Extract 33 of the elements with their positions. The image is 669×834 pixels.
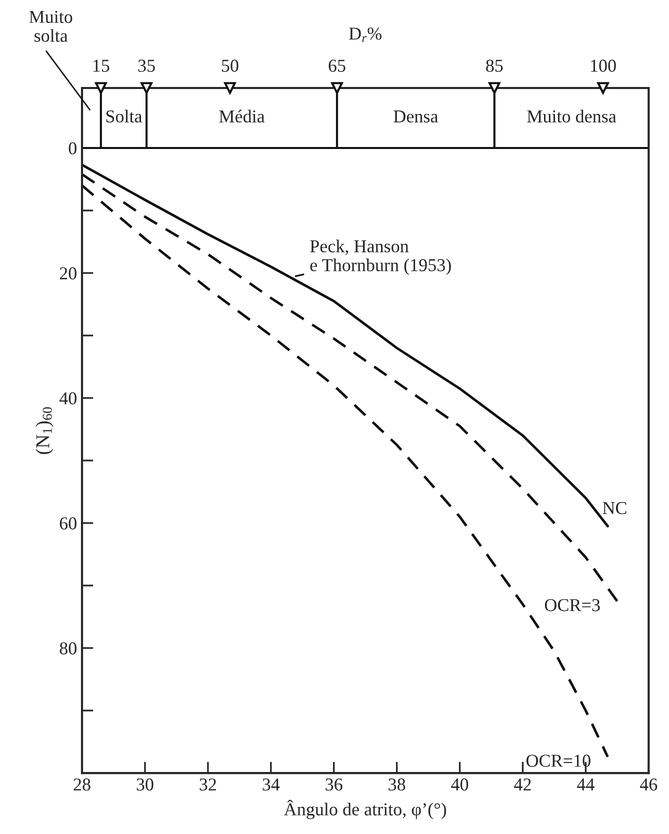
x-tick-label: 28 xyxy=(74,778,90,791)
x-tick-label: 42 xyxy=(514,778,531,790)
x-tick-label: 34 xyxy=(262,778,280,791)
series-label: OCR=3 xyxy=(544,599,600,612)
annotation: Muito densa xyxy=(527,110,616,123)
x-tick-label: 46 xyxy=(640,778,658,791)
text: Muito solta xyxy=(29,10,72,42)
y-tick-label: 0 xyxy=(68,142,76,154)
x-tick-label: 44 xyxy=(577,778,594,790)
annotation: 35 xyxy=(138,60,155,72)
x-tick-label: 36 xyxy=(326,778,342,791)
x-axis-title: Ângulo de atrito, φ’(°) xyxy=(284,800,446,820)
text: D$_{r}$% xyxy=(349,28,382,42)
series-label: NC xyxy=(602,502,626,514)
x-tick-label: 32 xyxy=(200,778,216,791)
x-tick-label: 38 xyxy=(388,778,406,791)
annotation: 85 xyxy=(486,60,503,72)
y-tick-label: 60 xyxy=(60,517,76,530)
annotation: Peck, Hanson e Thornburn (1953) xyxy=(310,240,451,275)
y-tick-label: 40 xyxy=(59,392,76,404)
y-axis-title: (N$_{1}$)$_{60}$ xyxy=(36,407,54,454)
annotation: 65 xyxy=(328,60,346,72)
x-tick-label: 40 xyxy=(451,778,468,791)
annotation: Média xyxy=(219,110,265,123)
y-tick-label: 20 xyxy=(60,267,76,280)
x-tick-label: 30 xyxy=(136,778,154,791)
annotation: 50 xyxy=(222,60,238,72)
series-label: OCR=10 xyxy=(526,754,590,767)
annotation: 15 xyxy=(93,60,110,72)
annotation: 100 xyxy=(591,60,616,72)
annotation: Densa xyxy=(394,110,438,123)
annotation: Solta xyxy=(106,110,142,123)
y-tick-label: 80 xyxy=(60,642,76,654)
